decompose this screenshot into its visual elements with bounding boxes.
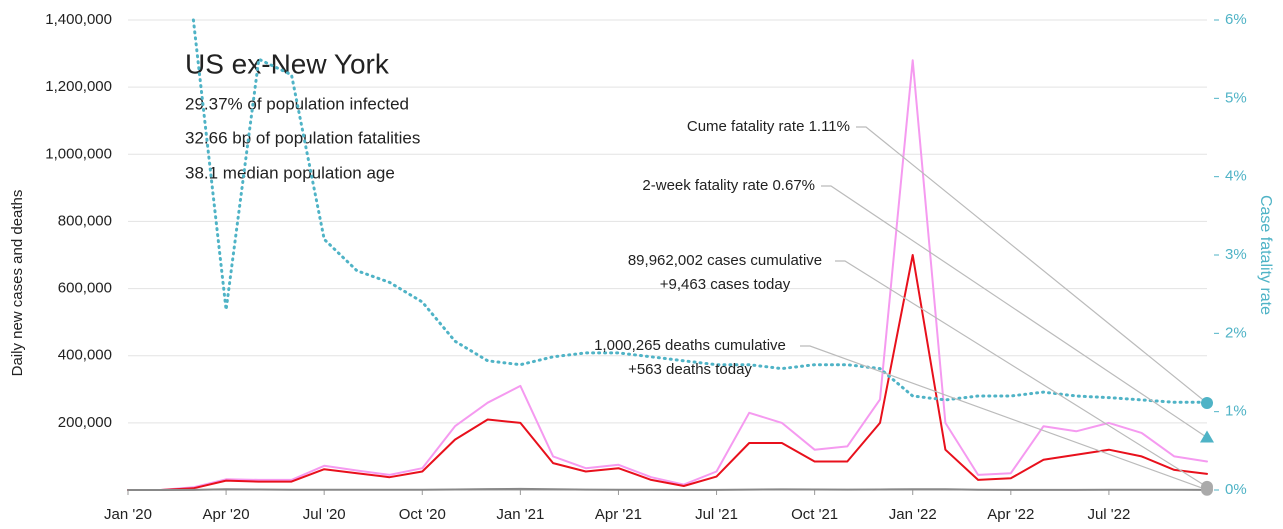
y-tick-label: 1,400,000 [45, 11, 112, 28]
y-tick-label: 200,000 [58, 414, 112, 431]
x-tick-label: Apr '21 [595, 506, 642, 523]
y-tick-label: 1,200,000 [45, 78, 112, 95]
x-tick-label: Jan '22 [889, 506, 937, 523]
chart-title: US ex-New York [185, 48, 390, 79]
y2-tick-label: 6% [1225, 11, 1247, 28]
x-tick-label: Jul '22 [1087, 506, 1130, 523]
y2-tick-label: 2% [1225, 324, 1247, 341]
leader-line [821, 185, 1208, 439]
annotation: Cume fatality rate 1.11% [687, 118, 850, 135]
x-tick-label: Jan '21 [496, 506, 544, 523]
series-line [127, 59, 1208, 491]
x-tick-label: Jan '20 [104, 506, 152, 523]
series-line [127, 487, 1208, 491]
x-tick-label: Jul '21 [695, 506, 738, 523]
subtitle: 38.1 median population age [185, 163, 395, 182]
y2-tick-label: 0% [1225, 481, 1247, 498]
annotation: 1,000,265 deaths cumulative [594, 337, 786, 354]
x-tick-label: Apr '22 [987, 506, 1034, 523]
series-line [191, 18, 1209, 404]
end-marker [1200, 430, 1214, 443]
y-axis-title: Daily new cases and deaths [9, 190, 26, 377]
end-marker [1201, 483, 1213, 496]
y2-tick-label: 4% [1225, 168, 1247, 185]
x-tick-label: Oct '20 [399, 506, 446, 523]
y2-axis-title: Case fatality rate [1257, 195, 1274, 315]
subtitle: 29.37% of population infected [185, 94, 409, 113]
series-line [127, 254, 1208, 491]
annotation: 2-week fatality rate 0.67% [642, 177, 815, 194]
leader-line [800, 345, 1208, 491]
x-tick-label: Oct '21 [791, 506, 838, 523]
y-tick-label: 600,000 [58, 280, 112, 297]
leader-line [856, 126, 1208, 404]
y2-tick-label: 5% [1225, 89, 1247, 106]
annotation: +563 deaths today [628, 361, 752, 378]
y2-tick-label: 3% [1225, 246, 1247, 263]
end-marker [1201, 397, 1213, 410]
x-tick-label: Jul '20 [303, 506, 346, 523]
subtitle: 32.66 bp of population fatalities [185, 128, 420, 147]
y-tick-label: 800,000 [58, 212, 112, 229]
y-tick-label: 400,000 [58, 347, 112, 364]
annotation: 89,962,002 cases cumulative [628, 252, 822, 269]
leader-line [835, 260, 1208, 488]
y-tick-label: 1,000,000 [45, 145, 112, 162]
y2-tick-label: 1% [1225, 403, 1247, 420]
annotation: +9,463 cases today [660, 276, 791, 293]
x-tick-label: Apr '20 [203, 506, 250, 523]
